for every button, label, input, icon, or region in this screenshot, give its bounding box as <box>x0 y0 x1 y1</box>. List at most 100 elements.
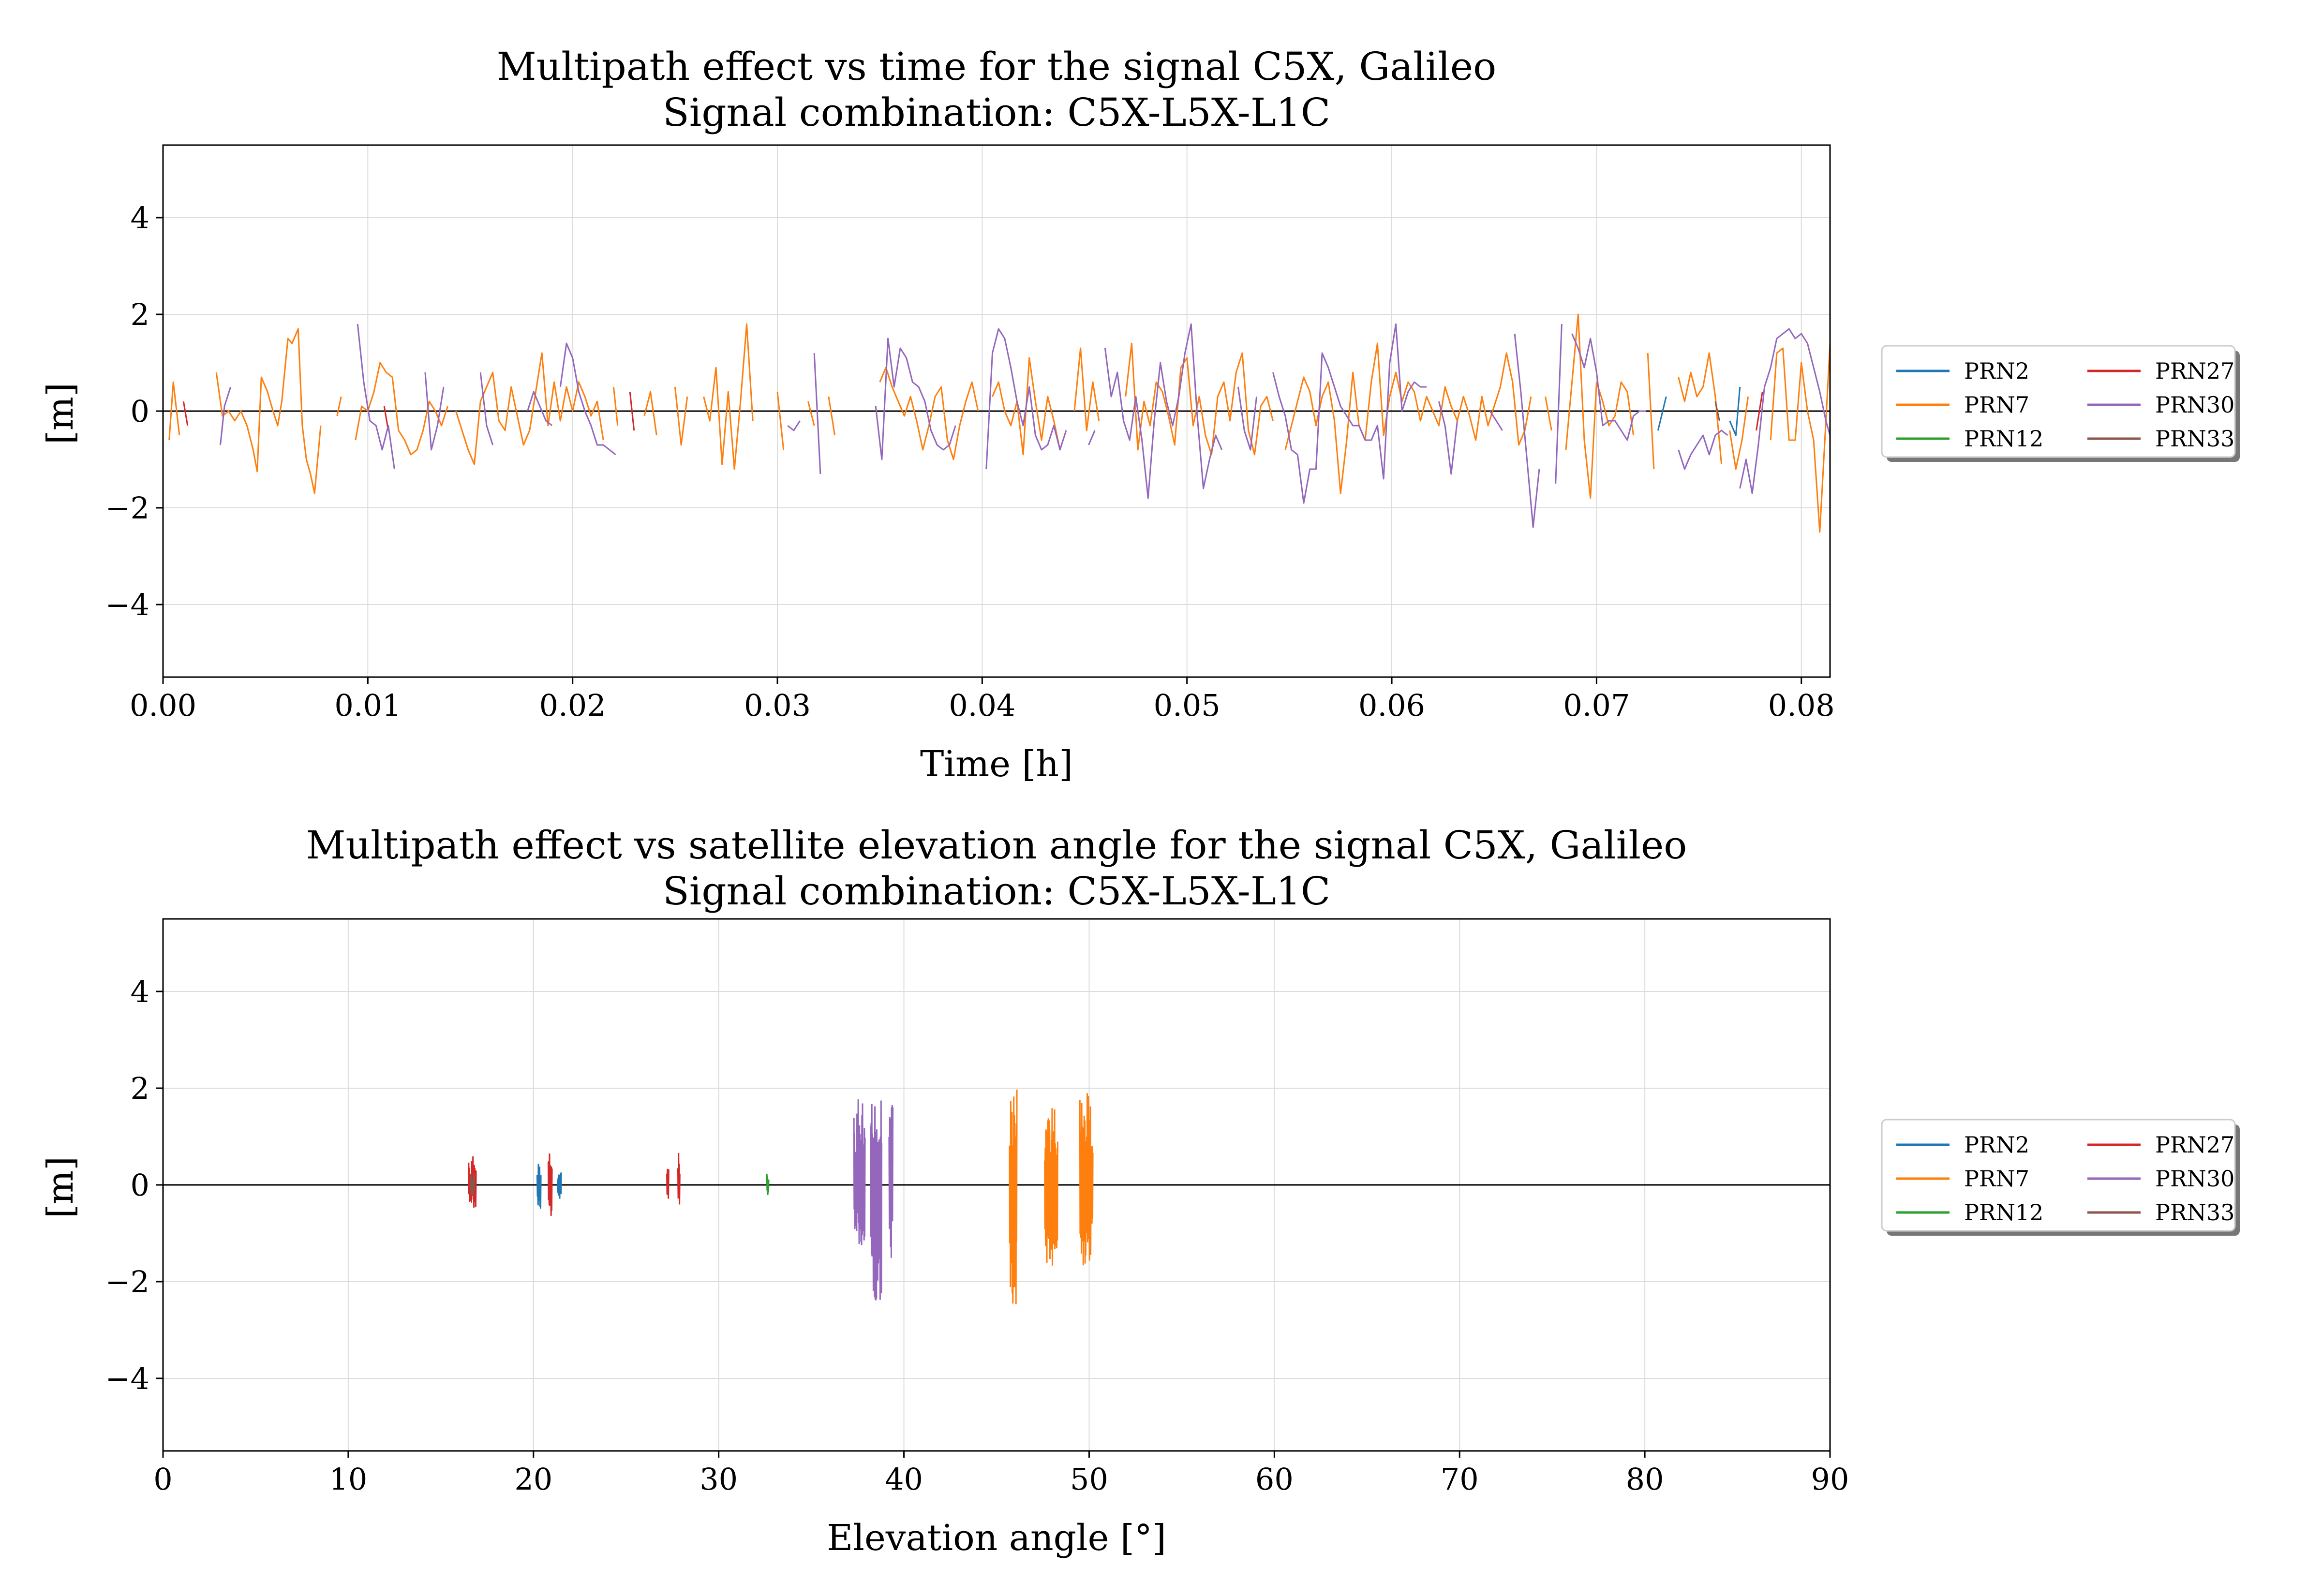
axis-ticks: 0 10 20 30 40 50 60 70 80 90 −4 −2 0 2 4 <box>105 974 1849 1497</box>
legend-label: PRN33 <box>2155 426 2234 452</box>
chart-subtitle: Signal combination: C5X-L5X-L1C <box>663 869 1330 914</box>
x-tick-label: 0.01 <box>334 688 401 723</box>
series-burst <box>557 1172 562 1199</box>
series-line-segment <box>1284 342 1532 494</box>
series-line-segment <box>220 386 232 445</box>
series-burst <box>1079 1093 1094 1266</box>
series-line-segment <box>1514 333 1540 528</box>
series-prn2 <box>536 1164 562 1209</box>
series-line-segment <box>629 391 635 431</box>
x-tick-label: 0.08 <box>1768 688 1835 723</box>
series-burst <box>1044 1108 1058 1266</box>
series-line-segment <box>612 386 619 426</box>
series-line-segment <box>985 328 1067 470</box>
series-line-segment <box>828 396 836 436</box>
x-tick-label: 0.05 <box>1154 688 1221 723</box>
legend-label: PRN27 <box>2155 358 2234 384</box>
series-line-segment <box>703 323 754 470</box>
series-burst <box>677 1153 681 1205</box>
chart-title: Multipath effect vs satellite elevation … <box>306 823 1687 868</box>
series-prn12 <box>766 1173 770 1196</box>
series-line-segment <box>1678 352 1723 465</box>
plot-area: 0.00 0.01 0.02 0.03 0.04 0.05 0.06 0.07 0.08 −4 −2… <box>105 144 1835 723</box>
x-tick-label: 30 <box>700 1462 738 1497</box>
series-line-segment <box>336 396 342 416</box>
series-line-segment <box>1714 401 1720 421</box>
legend-label: PRN7 <box>1964 1166 2029 1192</box>
y-tick-label: 2 <box>131 297 149 332</box>
chart-subtitle: Signal combination: C5X-L5X-L1C <box>663 90 1330 135</box>
x-tick-label: 0.00 <box>130 688 196 723</box>
series-burst <box>666 1168 670 1199</box>
legend-label: PRN12 <box>1964 1199 2043 1226</box>
series-line-segment <box>813 353 821 474</box>
y-axis-label: [m] <box>40 1156 81 1218</box>
series-line-segment <box>1237 386 1258 451</box>
series-line-segment <box>527 391 553 427</box>
series-prn7 <box>1009 1089 1094 1304</box>
series-line-segment <box>674 386 688 446</box>
legend-label: PRN12 <box>1964 426 2043 452</box>
y-axis-label: [m] <box>40 383 81 444</box>
x-tick-label: 0.06 <box>1358 688 1425 723</box>
series-burst <box>853 1099 866 1245</box>
series-line-segment <box>1088 430 1096 445</box>
series-burst <box>1009 1089 1018 1304</box>
x-tick-label: 90 <box>1811 1462 1849 1497</box>
x-axis-label: Elevation angle [°] <box>827 1517 1166 1559</box>
legend-label: PRN33 <box>2155 1199 2234 1226</box>
y-tick-label: 2 <box>131 1071 149 1106</box>
x-tick-label: 60 <box>1255 1462 1294 1497</box>
x-tick-label: 50 <box>1070 1462 1108 1497</box>
series-line-segment <box>182 401 189 426</box>
series-line-segment <box>1438 401 1458 475</box>
series-burst <box>870 1100 883 1300</box>
series-line-segment <box>1272 323 1427 504</box>
series-line-segment <box>455 352 604 465</box>
series-burst <box>470 1173 475 1196</box>
x-tick-label: 40 <box>885 1462 923 1497</box>
x-tick-label: 0.03 <box>744 688 811 723</box>
x-axis-label: Time [h] <box>920 743 1073 785</box>
series-line-segment <box>776 391 785 450</box>
x-tick-label: 0.07 <box>1563 688 1630 723</box>
series-line-segment <box>875 338 956 460</box>
series-line-segment <box>1770 343 1831 533</box>
legend-label: PRN30 <box>2155 392 2234 418</box>
series-line-segment <box>787 420 801 431</box>
series-layer <box>168 313 1831 533</box>
series-layer <box>468 1089 1094 1304</box>
series-line-segment <box>559 342 616 456</box>
legend-label: PRN7 <box>1964 392 2029 418</box>
axis-ticks: 0.00 0.01 0.02 0.03 0.04 0.05 0.06 0.07 0.08 −4 −2… <box>105 200 1835 723</box>
y-tick-label: −2 <box>105 490 149 526</box>
series-burst <box>766 1173 770 1196</box>
series-line-segment <box>1555 324 1563 484</box>
x-tick-label: 10 <box>329 1462 367 1497</box>
series-prn2 <box>1657 386 1741 436</box>
legend-box <box>1881 1119 2236 1232</box>
series-line-segment <box>357 324 395 470</box>
series-line-segment <box>168 381 180 441</box>
series-line-segment <box>1729 386 1741 436</box>
series-prn30 <box>220 323 1831 528</box>
y-tick-label: 4 <box>131 974 149 1009</box>
series-line-segment <box>1073 347 1100 431</box>
series-line-segment <box>215 328 322 494</box>
series-prn33 <box>470 1173 475 1196</box>
x-tick-label: 20 <box>514 1462 552 1497</box>
series-line-segment <box>355 362 448 456</box>
y-tick-label: 0 <box>131 1167 149 1203</box>
chart-time: Multipath effect vs time for the signal … <box>40 44 2240 785</box>
x-tick-label: 0.02 <box>539 688 606 723</box>
legend-label: PRN27 <box>2155 1132 2234 1158</box>
x-tick-label: 70 <box>1441 1462 1479 1497</box>
series-prn33 <box>1714 401 1720 421</box>
series-line-segment <box>1756 391 1763 431</box>
legend: PRN2 PRN7 PRN12 PRN27 PRN30 PRN33 <box>1881 345 2240 462</box>
series-burst <box>888 1105 894 1258</box>
series-line-segment <box>1647 353 1655 470</box>
legend-box <box>1881 345 2236 458</box>
y-tick-label: 4 <box>131 200 149 236</box>
